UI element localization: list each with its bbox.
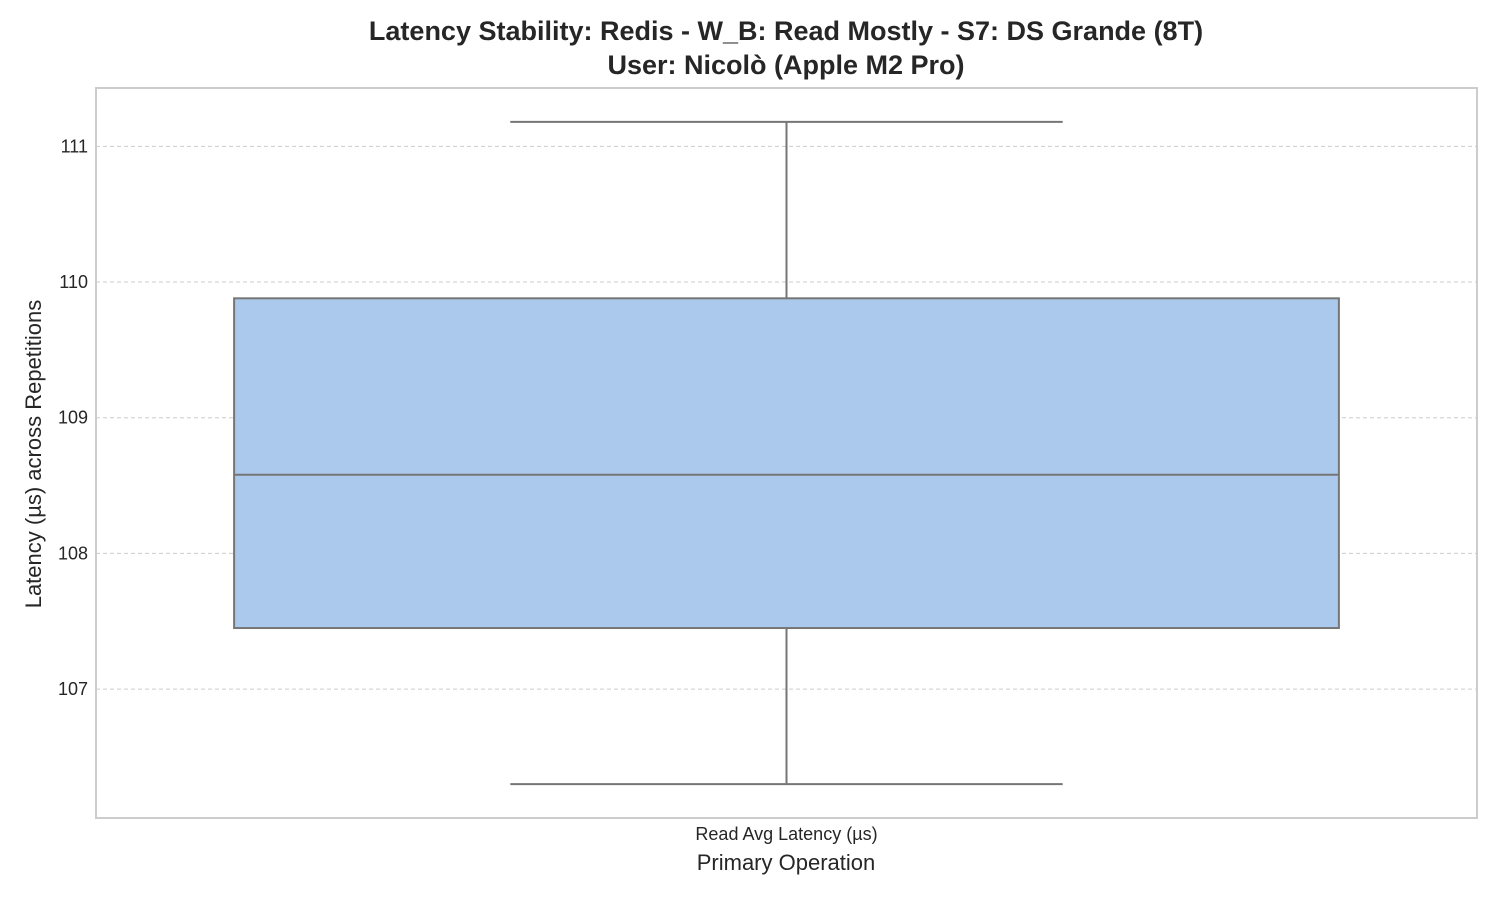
- x-tick-label: Read Avg Latency (µs): [695, 824, 877, 844]
- y-tick-label: 111: [61, 136, 88, 156]
- x-axis-label: Primary Operation: [696, 850, 876, 875]
- y-tick-label: 107: [58, 679, 88, 699]
- y-tick-label: 109: [58, 408, 88, 428]
- y-tick-label: 108: [58, 543, 88, 563]
- chart-subtitle: User: Nicolò (Apple M2 Pro): [607, 50, 965, 80]
- chart-title: Latency Stability: Redis - W_B: Read Mos…: [368, 16, 1204, 46]
- y-tick-label: 110: [59, 272, 88, 292]
- y-axis-label: Latency (µs) across Repetitions: [21, 299, 46, 609]
- plot-frame: [95, 87, 1478, 819]
- box-iqr: [233, 297, 1340, 630]
